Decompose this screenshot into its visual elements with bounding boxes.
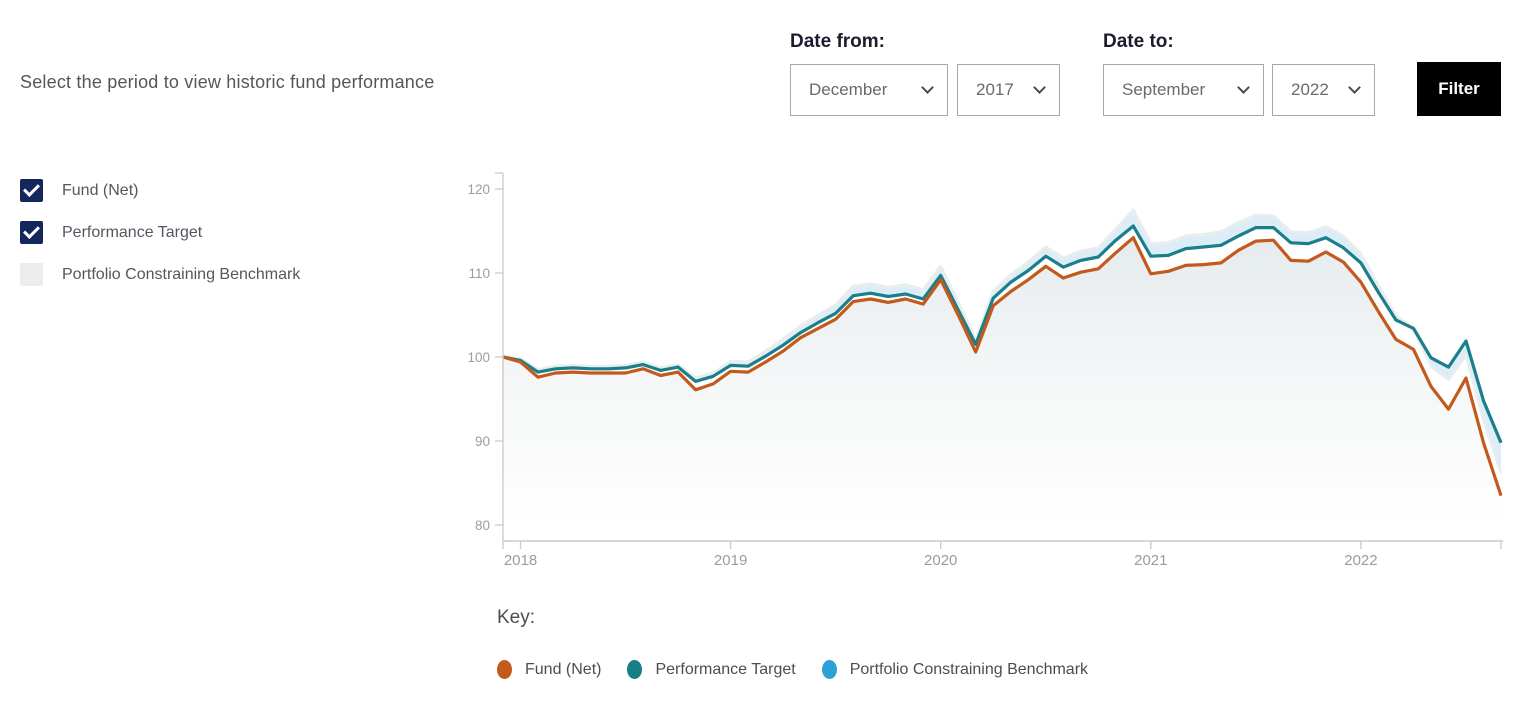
- chevron-down-icon: [921, 81, 934, 94]
- fund-checkbox[interactable]: [20, 179, 43, 202]
- toggle-row-benchmark: Portfolio Constraining Benchmark: [20, 263, 300, 286]
- date-from-year-select[interactable]: 2017: [957, 64, 1060, 116]
- performance-chart: 80 90 100 110 120 2018 2019 2020 2021 2022: [450, 160, 1526, 595]
- chevron-down-icon: [1348, 81, 1361, 94]
- date-to-year-value: 2022: [1291, 80, 1329, 99]
- key-label-fund: Fund (Net): [525, 660, 602, 678]
- key-label-target: Performance Target: [655, 660, 796, 678]
- chevron-down-icon: [1033, 81, 1046, 94]
- filter-button[interactable]: Filter: [1417, 62, 1501, 116]
- benchmark-checkbox-label: Portfolio Constraining Benchmark: [62, 265, 301, 283]
- svg-text:2018: 2018: [504, 552, 537, 569]
- page-instruction: Select the period to view historic fund …: [20, 72, 435, 92]
- svg-text:100: 100: [467, 350, 490, 365]
- performance-target-dot-icon: [627, 660, 643, 679]
- chevron-down-icon: [1237, 81, 1250, 94]
- performance-chart-svg: 80 90 100 110 120 2018 2019 2020 2021 2022: [467, 172, 1503, 569]
- fund-dot-icon: [497, 660, 512, 679]
- performance-target-checkbox[interactable]: [20, 221, 43, 244]
- date-from-month-select[interactable]: December: [790, 64, 948, 116]
- date-to-month-select[interactable]: September: [1103, 64, 1264, 116]
- benchmark-checkbox[interactable]: [20, 263, 43, 286]
- date-from-month-value: December: [809, 80, 888, 99]
- date-to-label: Date to:: [1103, 31, 1174, 52]
- toggle-row-target: Performance Target: [20, 221, 202, 244]
- key-label-benchmark: Portfolio Constraining Benchmark: [849, 660, 1089, 678]
- key-item-target: Performance Target: [627, 660, 796, 679]
- date-from-label: Date from:: [790, 31, 886, 52]
- svg-text:2022: 2022: [1344, 552, 1377, 569]
- svg-text:2019: 2019: [714, 552, 747, 569]
- key-legend: Fund (Net) Performance Target Portfolio …: [497, 660, 1114, 679]
- benchmark-dot-icon: [821, 660, 837, 679]
- svg-text:120: 120: [467, 182, 490, 197]
- toggle-row-fund: Fund (Net): [20, 179, 138, 202]
- key-item-fund: Fund (Net): [497, 660, 601, 679]
- key-title: Key:: [497, 607, 536, 628]
- svg-text:110: 110: [468, 266, 490, 281]
- date-from-year-value: 2017: [976, 80, 1014, 99]
- date-to-month-value: September: [1122, 80, 1206, 99]
- svg-text:2021: 2021: [1134, 552, 1167, 569]
- svg-text:90: 90: [475, 434, 490, 449]
- svg-text:2020: 2020: [924, 552, 957, 569]
- svg-text:80: 80: [475, 518, 490, 533]
- key-item-benchmark: Portfolio Constraining Benchmark: [821, 660, 1089, 679]
- fund-checkbox-label: Fund (Net): [62, 181, 139, 199]
- performance-target-checkbox-label: Performance Target: [62, 223, 203, 241]
- date-to-year-select[interactable]: 2022: [1272, 64, 1375, 116]
